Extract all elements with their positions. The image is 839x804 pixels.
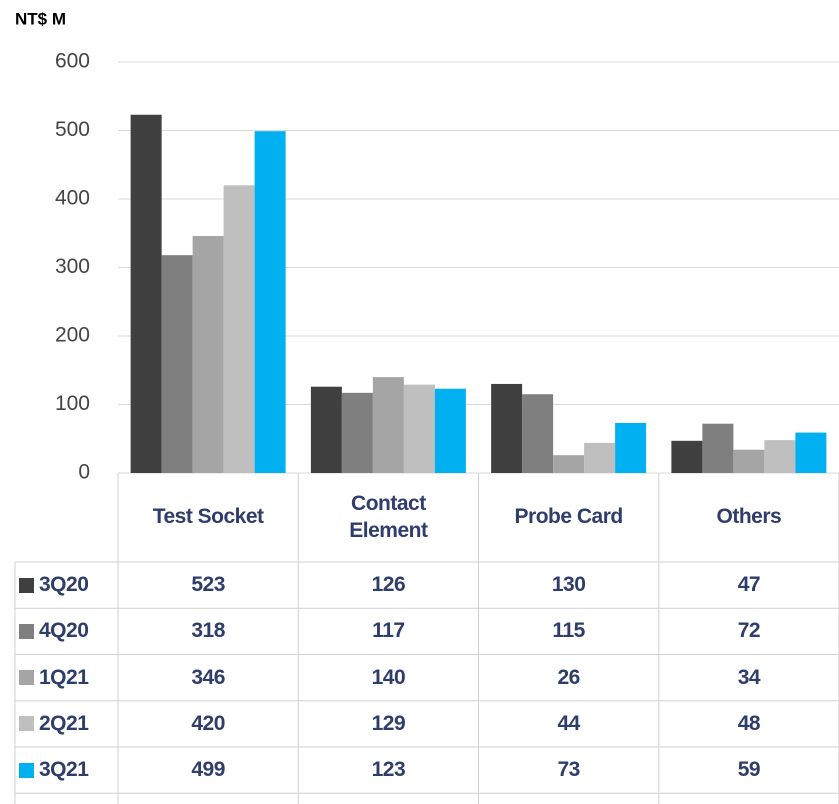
y-tick-label: 500: [55, 118, 90, 141]
table-value: 130: [551, 573, 586, 597]
bar: [733, 449, 765, 473]
table-value: 48: [737, 711, 761, 735]
bar: [341, 392, 373, 473]
legend-label: 2Q21: [39, 711, 89, 735]
legend-label: 3Q21: [39, 758, 89, 782]
y-tick-label: 200: [55, 324, 90, 347]
bar: [192, 235, 224, 473]
bar: [615, 422, 647, 473]
bar: [764, 440, 796, 473]
bar: [372, 377, 404, 473]
y-tick-label: 300: [55, 255, 90, 278]
legend-swatch: [19, 670, 34, 686]
table-value: 34: [737, 665, 761, 689]
legend-entry: 3Q21: [15, 747, 118, 793]
legend-swatch: [19, 577, 34, 593]
table-value: 115: [552, 619, 585, 643]
table-value: 44: [557, 711, 580, 735]
bar: [795, 432, 827, 473]
table-value: 72: [737, 619, 761, 643]
table-value: 129: [371, 711, 406, 735]
table-value: 523: [191, 573, 225, 597]
table-value: 318: [191, 619, 225, 643]
y-tick-label: 0: [78, 461, 90, 484]
bar: [671, 440, 703, 473]
legend-entry: 4Q20: [15, 608, 118, 654]
bar: [522, 394, 554, 473]
bar: [403, 384, 435, 473]
legend-entry: 1Q21: [15, 655, 118, 701]
y-tick-label: 600: [55, 50, 90, 73]
table-value: 117: [372, 619, 405, 643]
bar: [130, 114, 162, 474]
bar: [491, 383, 523, 473]
bar: [702, 423, 734, 473]
x-tick-label: Others: [659, 473, 839, 562]
legend-entry: 3Q20: [15, 562, 118, 608]
bar: [161, 255, 193, 473]
table-value: 140: [371, 665, 406, 689]
category-label: Contact Element: [349, 492, 428, 542]
table-value: 499: [191, 758, 225, 782]
table-value: 123: [371, 758, 406, 782]
table-value: 73: [557, 758, 580, 782]
legend-label: 1Q21: [39, 665, 89, 689]
x-tick-label: Contact Element: [298, 473, 478, 562]
table-value: 346: [191, 665, 225, 689]
category-label: Others: [716, 505, 782, 529]
bar: [223, 185, 255, 474]
y-tick-label: 100: [55, 392, 90, 415]
legend-swatch: [19, 623, 34, 639]
legend-entry: 2Q21: [15, 701, 118, 747]
legend-label: 3Q20: [39, 573, 89, 597]
table-value: 59: [737, 758, 761, 782]
table-value: 26: [557, 665, 580, 689]
category-label: Probe Card: [514, 505, 624, 529]
legend-label: 4Q20: [39, 619, 89, 643]
table-value: 126: [371, 573, 406, 597]
x-tick-label: Test Socket: [118, 473, 298, 562]
bar: [553, 455, 585, 473]
bar: [584, 442, 616, 473]
bar: [310, 386, 342, 473]
category-label: Test Socket: [152, 505, 264, 529]
bar: [254, 131, 286, 473]
legend-swatch: [19, 762, 34, 778]
table-value: 47: [737, 573, 761, 597]
y-axis-label: NT$ M: [15, 9, 66, 28]
legend-swatch: [19, 716, 34, 732]
bar: [434, 388, 466, 473]
table-value: 420: [191, 711, 225, 735]
x-tick-label: Probe Card: [479, 473, 659, 562]
y-tick-label: 400: [55, 187, 90, 210]
